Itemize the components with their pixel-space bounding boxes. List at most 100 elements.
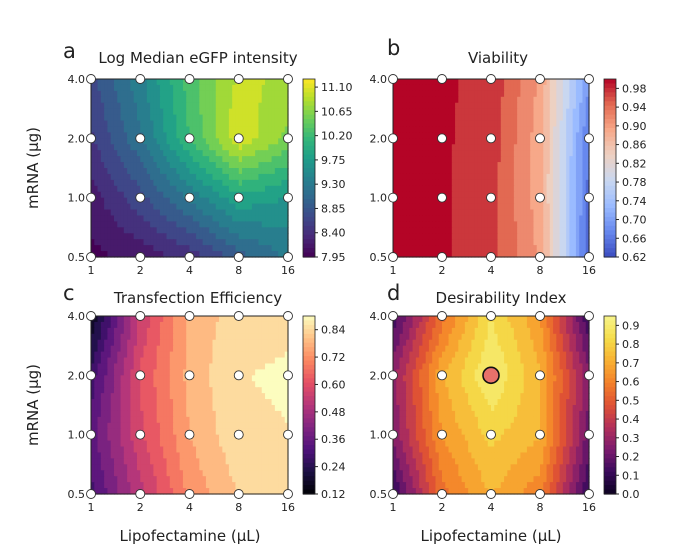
- heatmap-cell: [179, 369, 184, 376]
- heatmap-cell: [228, 422, 233, 430]
- heatmap-cell: [117, 345, 122, 353]
- heatmap-cell: [559, 156, 564, 163]
- heatmap-cell: [281, 203, 286, 211]
- heatmap-cell: [209, 156, 214, 163]
- heatmap-cell: [192, 393, 197, 400]
- heatmap-cell: [438, 108, 443, 116]
- heatmap-cell: [159, 108, 164, 116]
- heatmap-cell: [399, 245, 404, 252]
- heatmap-cell: [235, 144, 240, 151]
- heatmap-cell: [127, 150, 131, 157]
- heatmap-cell: [455, 227, 459, 234]
- heatmap-cell: [572, 215, 577, 222]
- heatmap-cell: [575, 191, 580, 199]
- heatmap-cell: [228, 369, 233, 376]
- heatmap-cell: [225, 316, 230, 323]
- heatmap-cell: [192, 108, 197, 116]
- heatmap-cell: [455, 221, 459, 228]
- heatmap-cell: [176, 245, 181, 252]
- heatmap-cell: [415, 138, 420, 145]
- heatmap-cell: [219, 387, 223, 394]
- heatmap-cell: [402, 96, 407, 104]
- heatmap-cell: [212, 327, 217, 335]
- heatmap-cell: [100, 114, 105, 122]
- heatmap-cell: [133, 239, 138, 246]
- heatmap-cell: [251, 351, 256, 359]
- heatmap-cell: [265, 185, 269, 193]
- heatmap-cell: [517, 203, 521, 211]
- heatmap-cell: [523, 84, 528, 92]
- heatmap-cell: [156, 321, 161, 329]
- heatmap-cell: [110, 114, 115, 122]
- heatmap-cell: [559, 162, 564, 169]
- heatmap-cell: [205, 321, 210, 329]
- heatmap-cell: [136, 333, 141, 341]
- heatmap-cell: [258, 321, 263, 329]
- heatmap-cell: [556, 215, 561, 222]
- heatmap-cell: [271, 173, 276, 181]
- heatmap-cell: [258, 357, 263, 365]
- heatmap-cell: [396, 102, 401, 110]
- heatmap-cell: [484, 209, 489, 217]
- heatmap-cell: [140, 168, 145, 175]
- heatmap-cell: [130, 321, 135, 329]
- heatmap-cell: [487, 179, 492, 187]
- heatmap-cell: [579, 215, 584, 222]
- heatmap-cell: [415, 120, 420, 128]
- heatmap-cell: [107, 428, 112, 436]
- heatmap-cell: [487, 156, 492, 163]
- heatmap-cell: [458, 90, 463, 98]
- heatmap-cell: [209, 108, 214, 116]
- heatmap-cell: [232, 84, 237, 92]
- heatmap-cell: [110, 197, 115, 205]
- heatmap-cell: [458, 79, 463, 86]
- heatmap-cell: [258, 150, 263, 157]
- heatmap-cell: [585, 126, 590, 133]
- heatmap-cell: [422, 197, 427, 205]
- heatmap-cell: [468, 221, 472, 228]
- heatmap-cell: [166, 168, 171, 175]
- heatmap-cell: [189, 405, 194, 412]
- heatmap-cell: [113, 416, 118, 424]
- heatmap-cell: [136, 126, 141, 133]
- colorbar-segment: [303, 248, 315, 254]
- heatmap-cell: [113, 215, 118, 222]
- heatmap-cell: [232, 90, 237, 98]
- heatmap-cell: [494, 215, 499, 222]
- heatmap-cell: [530, 215, 535, 222]
- heatmap-cell: [468, 144, 472, 151]
- heatmap-cell: [143, 144, 148, 151]
- heatmap-cell: [513, 120, 518, 128]
- heatmap-cell: [199, 245, 204, 252]
- heatmap-cell: [110, 191, 115, 199]
- heatmap-cell: [278, 327, 283, 335]
- heatmap-cell: [575, 79, 580, 86]
- heatmap-cell: [553, 144, 557, 151]
- heatmap-cell: [438, 84, 443, 92]
- heatmap-cell: [169, 327, 174, 335]
- heatmap-cell: [497, 179, 502, 187]
- heatmap-cell: [242, 321, 246, 329]
- heatmap-cell: [192, 375, 197, 382]
- heatmap-cell: [163, 102, 168, 110]
- heatmap-cell: [491, 126, 495, 133]
- heatmap-cell: [540, 168, 544, 175]
- heatmap-cell: [513, 108, 518, 116]
- heatmap-cell: [553, 215, 557, 222]
- heatmap-cell: [582, 185, 587, 193]
- heatmap-cell: [222, 381, 227, 388]
- heatmap-cell: [399, 239, 404, 246]
- heatmap-cell: [265, 251, 269, 258]
- heatmap-cell: [169, 369, 174, 376]
- heatmap-cell: [461, 126, 466, 133]
- heatmap-cell: [497, 144, 502, 151]
- heatmap-cell: [271, 144, 276, 151]
- heatmap-cell: [455, 102, 459, 110]
- heatmap-cell: [176, 316, 181, 323]
- heatmap-cell: [163, 422, 168, 430]
- heatmap-cell: [159, 239, 164, 246]
- heatmap-cell: [117, 316, 122, 323]
- heatmap-cell: [432, 233, 437, 240]
- heatmap-cell: [192, 339, 197, 347]
- colorbar-segment: [303, 252, 315, 258]
